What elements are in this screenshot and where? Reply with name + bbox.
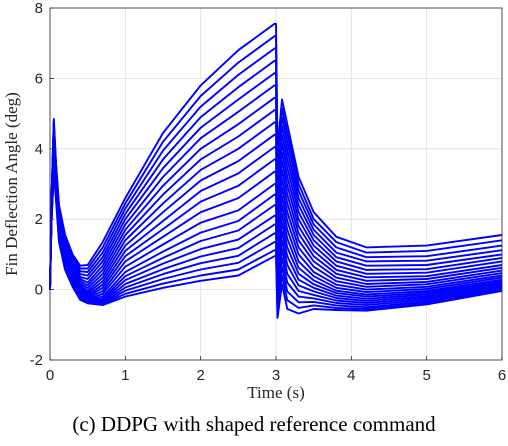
y-tick-label: 8	[35, 0, 43, 17]
y-tick-label: -2	[30, 352, 43, 369]
y-tick-label: 4	[35, 141, 43, 158]
figure-caption: (c) DDPG with shaped reference command	[72, 412, 436, 436]
x-tick-label: 4	[347, 367, 355, 384]
y-tick-label: 2	[35, 211, 43, 228]
x-tick-label: 3	[272, 367, 280, 384]
x-tick-label: 6	[498, 367, 506, 384]
y-tick-label: 6	[35, 70, 43, 87]
y-axis-label: Fin Deflection Angle (deg)	[2, 92, 21, 276]
series-line-22	[49, 170, 503, 319]
series-group	[49, 22, 503, 319]
y-tick-label: 0	[35, 282, 43, 299]
x-tick-label: 5	[422, 367, 430, 384]
x-tick-label: 2	[196, 367, 204, 384]
x-tick-label: 1	[121, 367, 129, 384]
x-tick-label: 0	[46, 367, 54, 384]
x-axis-label: Time (s)	[247, 383, 304, 402]
